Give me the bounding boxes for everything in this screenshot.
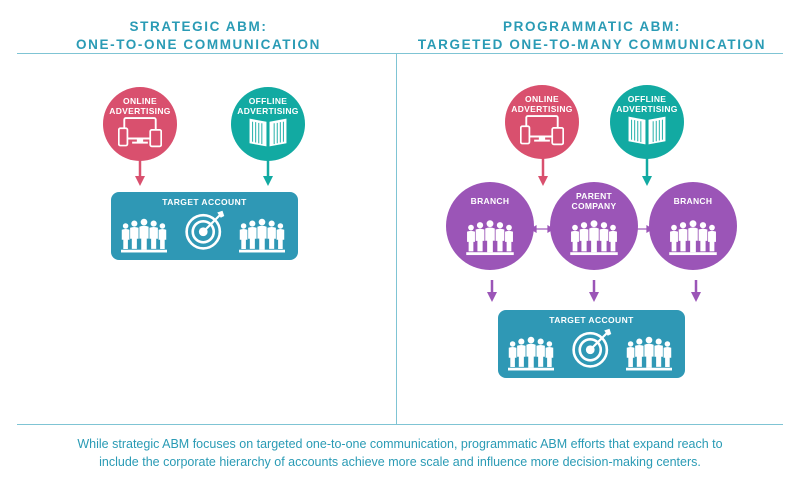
right-title-line2: TARGETED ONE-TO-MANY COMMUNICATION <box>417 37 767 52</box>
right-online-arrow <box>538 158 548 186</box>
people-group-icon <box>239 216 285 254</box>
people-group-icon <box>626 334 672 372</box>
people-group-icon <box>669 218 717 256</box>
parent-company-label: PARENT COMPANY <box>571 191 617 211</box>
left-title-line1: STRATEGIC ABM: <box>129 19 268 34</box>
branch-right-down-arrow <box>691 280 701 302</box>
bottom-divider <box>17 424 783 425</box>
people-group-icon <box>570 218 618 256</box>
left-online-advertising-circle: ONLINE ADVERTISING <box>103 87 177 161</box>
left-offline-advertising-circle: OFFLINE ADVERTISING <box>231 87 305 161</box>
branch-right-circle: BRANCH <box>649 182 737 270</box>
top-divider <box>17 53 783 54</box>
magazine-icon <box>627 115 667 146</box>
right-online-label: ONLINE ADVERTISING <box>511 94 573 114</box>
left-title-line2: ONE-TO-ONE COMMUNICATION <box>76 37 321 52</box>
caption-line1: While strategic ABM focuses on targeted … <box>77 437 723 451</box>
right-title-line1: PROGRAMMATIC ABM: <box>503 19 681 34</box>
right-offline-arrow <box>642 158 652 186</box>
right-target-account-label: TARGET ACCOUNT <box>549 315 634 325</box>
right-offline-advertising-circle: OFFLINE ADVERTISING <box>610 85 684 159</box>
parent-down-arrow <box>589 280 599 302</box>
right-target-account-card: TARGET ACCOUNT <box>498 310 685 378</box>
right-offline-label: OFFLINE ADVERTISING <box>616 94 678 114</box>
left-target-account-card: TARGET ACCOUNT <box>111 192 298 260</box>
left-offline-label: OFFLINE ADVERTISING <box>237 96 299 116</box>
left-online-arrow <box>135 160 145 186</box>
branch-right-label: BRANCH <box>673 196 713 206</box>
magazine-icon <box>248 117 288 148</box>
center-divider <box>396 54 397 424</box>
left-offline-arrow <box>263 160 273 186</box>
branch-left-label: BRANCH <box>470 196 510 206</box>
right-panel-title: PROGRAMMATIC ABM: TARGETED ONE-TO-MANY C… <box>397 18 787 54</box>
branch-left-down-arrow <box>487 280 497 302</box>
devices-icon <box>118 117 162 149</box>
people-group-icon <box>508 334 554 372</box>
caption-line2: include the corporate hierarchy of accou… <box>99 455 701 469</box>
right-online-advertising-circle: ONLINE ADVERTISING <box>505 85 579 159</box>
people-group-icon <box>466 218 514 256</box>
people-group-icon <box>121 216 167 254</box>
left-target-account-label: TARGET ACCOUNT <box>162 197 247 207</box>
branch-left-circle: BRANCH <box>446 182 534 270</box>
caption: While strategic ABM focuses on targeted … <box>20 435 780 471</box>
left-panel-title: STRATEGIC ABM: ONE-TO-ONE COMMUNICATION <box>0 18 397 54</box>
devices-icon <box>520 115 564 147</box>
parent-company-circle: PARENT COMPANY <box>550 182 638 270</box>
target-icon <box>184 209 226 251</box>
left-online-label: ONLINE ADVERTISING <box>109 96 171 116</box>
target-icon <box>571 327 613 369</box>
